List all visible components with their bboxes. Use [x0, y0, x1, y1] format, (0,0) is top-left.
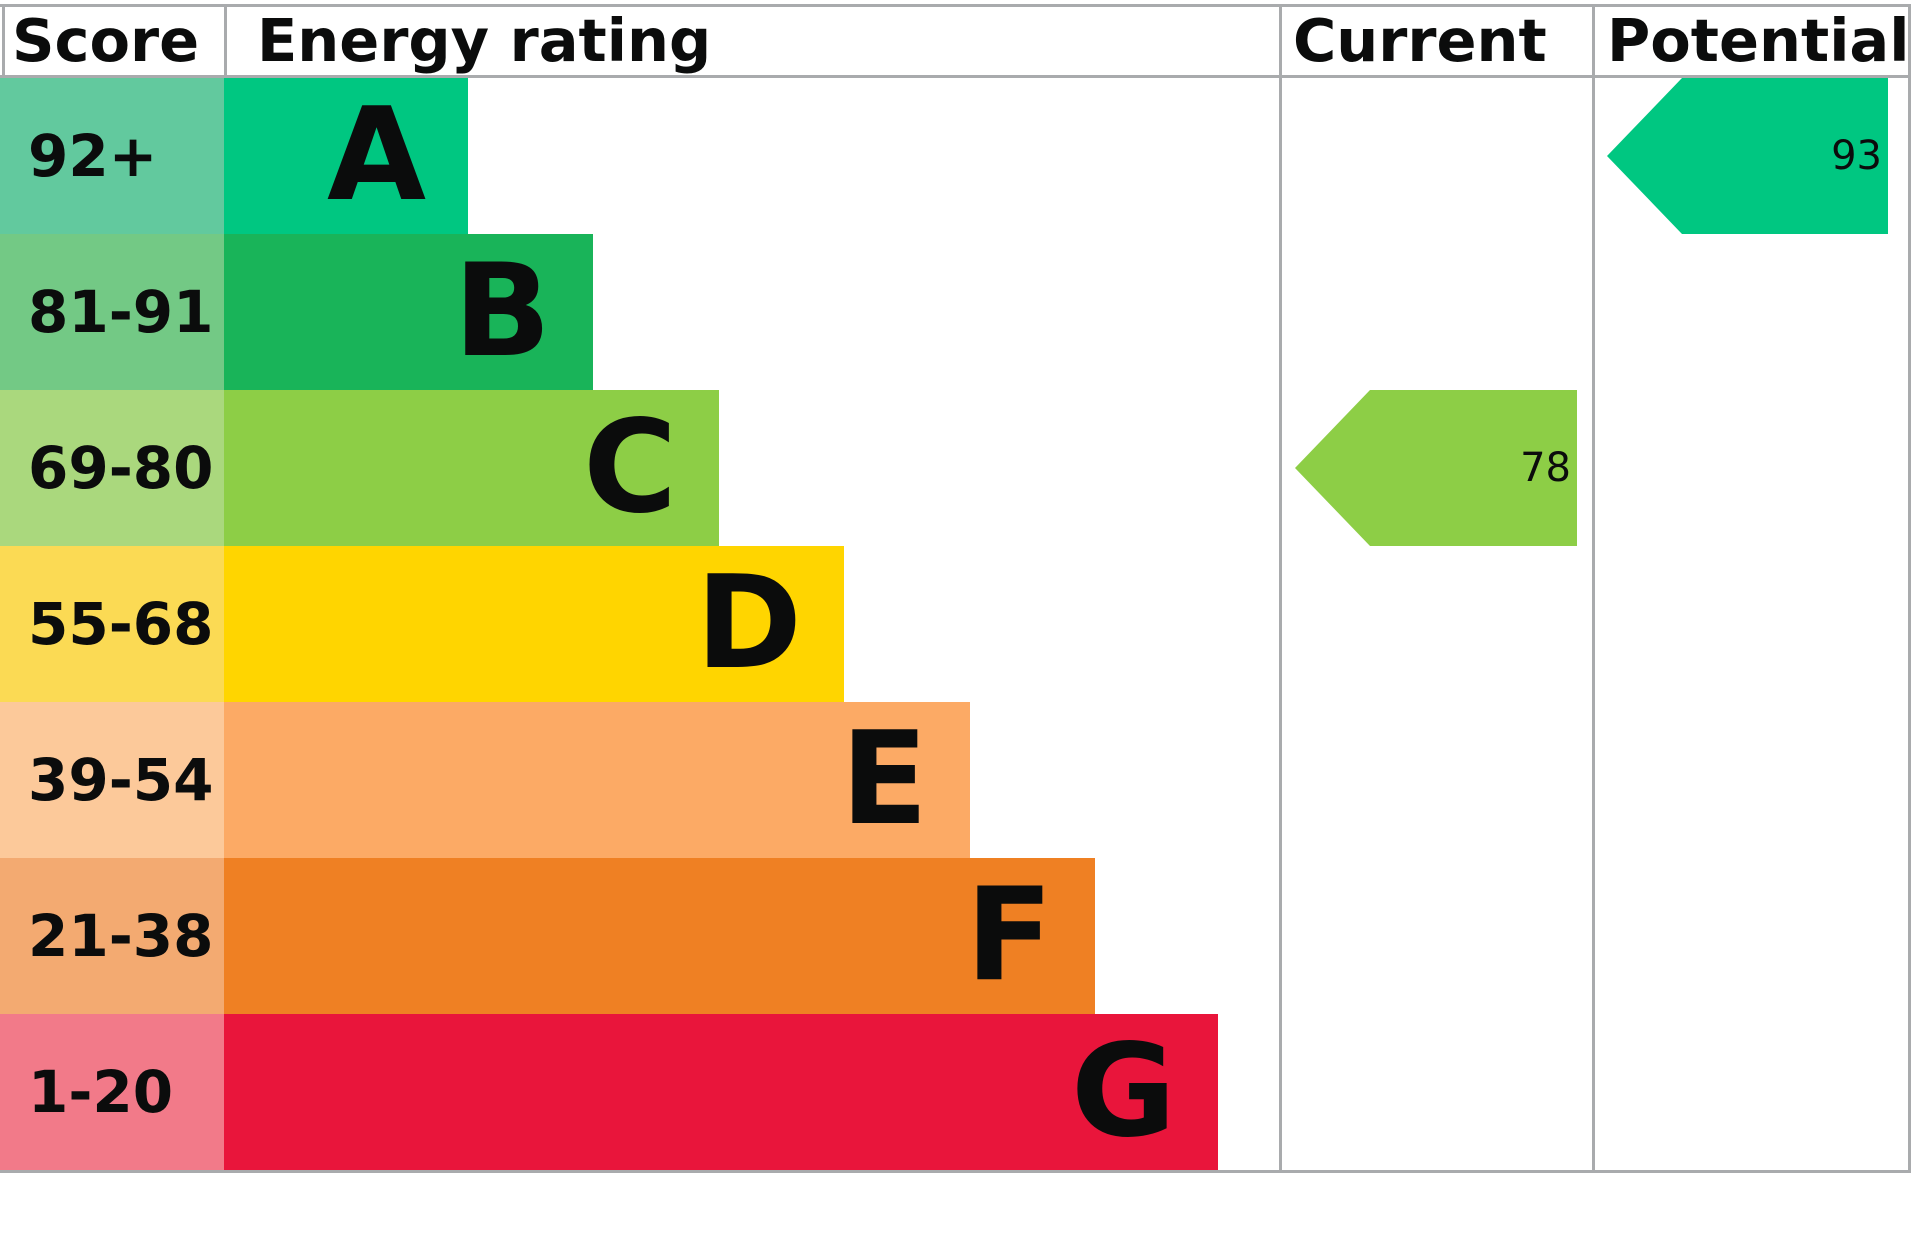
column-header-energy-rating: Energy rating — [257, 5, 712, 75]
band-row-g: 1-20 G — [0, 1014, 1920, 1170]
band-row-a: 92+ A — [0, 78, 1920, 234]
band-bar-f: F — [224, 858, 1095, 1014]
column-header-score: Score — [12, 5, 200, 75]
current-rating-value: 78 — [1520, 445, 1571, 491]
column-header-current: Current — [1293, 5, 1547, 75]
band-row-c: 69-80 C — [0, 390, 1920, 546]
band-letter-b: B — [453, 237, 551, 386]
band-letter-d: D — [695, 549, 802, 698]
current-column-divider — [1279, 4, 1282, 1173]
header-bottom-border — [0, 75, 1911, 78]
band-bar-d: D — [224, 546, 844, 702]
table-right-border — [1908, 4, 1911, 1173]
band-score-b: 81-91 — [0, 234, 224, 390]
score-column-divider — [224, 4, 227, 78]
band-letter-e: E — [840, 705, 928, 854]
band-row-b: 81-91 B — [0, 234, 1920, 390]
band-row-e: 39-54 E — [0, 702, 1920, 858]
band-score-d: 55-68 — [0, 546, 224, 702]
potential-column-divider — [1592, 4, 1595, 1173]
band-letter-f: F — [965, 861, 1053, 1010]
band-score-e: 39-54 — [0, 702, 224, 858]
band-bar-e: E — [224, 702, 970, 858]
band-score-f: 21-38 — [0, 858, 224, 1014]
potential-rating-value: 93 — [1831, 133, 1882, 179]
band-bar-a: A — [224, 78, 468, 234]
band-letter-a: A — [326, 81, 426, 230]
band-row-d: 55-68 D — [0, 546, 1920, 702]
band-bar-c: C — [224, 390, 719, 546]
band-score-a: 92+ — [0, 78, 224, 234]
table-top-border — [0, 4, 1911, 7]
band-letter-g: G — [1070, 1017, 1176, 1166]
header-left-border — [2, 4, 5, 78]
band-score-c: 69-80 — [0, 390, 224, 546]
band-bar-b: B — [224, 234, 593, 390]
band-letter-c: C — [583, 393, 677, 542]
band-score-g: 1-20 — [0, 1014, 224, 1170]
table-bottom-border — [0, 1170, 1911, 1173]
band-bar-g: G — [224, 1014, 1218, 1170]
band-row-f: 21-38 F — [0, 858, 1920, 1014]
column-header-potential: Potential — [1607, 5, 1910, 75]
